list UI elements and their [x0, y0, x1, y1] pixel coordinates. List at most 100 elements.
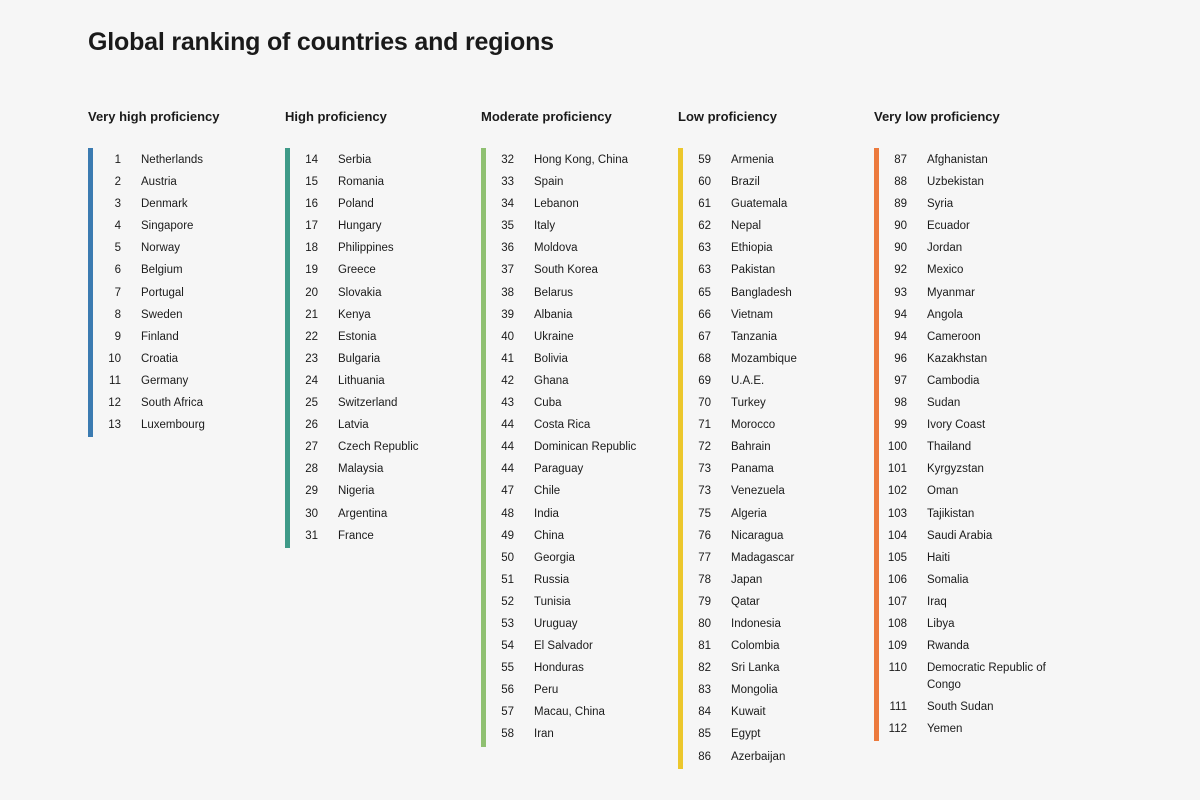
rank-number: 88	[894, 176, 907, 189]
column-heading: Moderate proficiency	[481, 109, 612, 124]
rank-number: 24	[305, 374, 318, 387]
country-name: Luxembourg	[141, 419, 205, 432]
rank-number: 87	[894, 154, 907, 166]
color-bar	[874, 148, 879, 741]
rank-number: 37	[501, 264, 514, 277]
country-name: France	[338, 529, 374, 542]
ranking-list: 1 Netherlands 2 Austria 3 Denmark 4 Singapore 5 N…	[88, 149, 261, 436]
list-item: 4 Singapore	[88, 215, 261, 237]
list-item: 71 Morocco	[678, 414, 851, 436]
list-item: 55 Honduras	[481, 657, 654, 679]
rank-number: 106	[887, 573, 907, 586]
country-name: Jordan	[927, 242, 963, 255]
country-name: Kazakhstan	[927, 352, 988, 365]
list-item: 85 Egypt	[678, 723, 851, 745]
list-item: 109 Rwanda	[874, 635, 1047, 657]
rank-number: 60	[698, 176, 711, 189]
rank-number: 44	[501, 441, 514, 454]
list-item: 19 Greece	[285, 259, 458, 281]
rank-number: 85	[698, 728, 711, 741]
country-name: Greece	[338, 264, 376, 277]
list-item: 103 Tajikistan	[874, 503, 1047, 525]
list-item: 59 Armenia	[678, 149, 851, 171]
country-name: Bolivia	[534, 352, 568, 365]
rank-number: 20	[305, 286, 318, 299]
list-item: 17 Hungary	[285, 215, 458, 237]
rank-number: 6	[114, 264, 121, 277]
list-item: 25 Switzerland	[285, 392, 458, 414]
rank-number: 35	[501, 220, 514, 233]
country-name: Sri Lanka	[731, 662, 780, 675]
rank-number: 17	[305, 220, 318, 233]
rank-number: 56	[501, 684, 514, 697]
country-name: Myanmar	[927, 286, 975, 299]
rank-number: 41	[501, 352, 514, 365]
list-item: 76 Nicaragua	[678, 525, 851, 547]
ranking-list: 14 Serbia 15 Romania 16 Poland 17 Hungary 18 Phil…	[285, 149, 458, 547]
country-name: Chile	[534, 485, 561, 498]
rank-number: 63	[698, 264, 711, 277]
country-name: Afghanistan	[927, 154, 988, 166]
country-name: Belarus	[534, 286, 573, 299]
rank-number: 101	[887, 463, 907, 476]
list-item: 93 Myanmar	[874, 282, 1047, 304]
rank-number: 39	[501, 308, 514, 321]
country-name: Armenia	[731, 154, 774, 166]
list-item: 31 France	[285, 525, 458, 547]
list-item: 90 Ecuador	[874, 215, 1047, 237]
rank-number: 80	[698, 617, 711, 630]
list-item: 72 Bahrain	[678, 436, 851, 458]
country-name: Georgia	[534, 551, 575, 564]
country-name: Cuba	[534, 397, 562, 410]
rank-number: 16	[305, 198, 318, 211]
color-bar	[678, 148, 683, 769]
rank-number: 63	[698, 242, 711, 255]
list-item: 44 Costa Rica	[481, 414, 654, 436]
country-name: Angola	[927, 308, 963, 321]
rank-number: 78	[698, 573, 711, 586]
list-item: 61 Guatemala	[678, 193, 851, 215]
rank-number: 81	[698, 640, 711, 653]
list-item: 106 Somalia	[874, 569, 1047, 591]
rank-number: 55	[501, 662, 514, 675]
country-name: Haiti	[927, 551, 951, 564]
country-name: Mongolia	[731, 684, 778, 697]
country-name: Rwanda	[927, 640, 970, 653]
rank-number: 97	[894, 374, 907, 387]
country-name: Dominican Republic	[534, 441, 637, 454]
rank-number: 70	[698, 397, 711, 410]
list-item: 107 Iraq	[874, 591, 1047, 613]
rank-number: 105	[887, 551, 907, 564]
list-item: 90 Jordan	[874, 237, 1047, 259]
rank-number: 42	[501, 374, 514, 387]
list-item: 50 Georgia	[481, 547, 654, 569]
country-name: Madagascar	[731, 551, 795, 564]
list-item: 66 Vietnam	[678, 304, 851, 326]
country-name: Lebanon	[534, 198, 579, 211]
list-item: 94 Angola	[874, 304, 1047, 326]
rank-number: 25	[305, 397, 318, 410]
list-item: 10 Croatia	[88, 348, 261, 370]
country-name: Tunisia	[534, 595, 571, 608]
list-item: 69 U.A.E.	[678, 370, 851, 392]
rank-number: 33	[501, 176, 514, 189]
rank-number: 73	[698, 485, 711, 498]
rank-number: 90	[894, 220, 907, 233]
rank-number: 10	[108, 352, 121, 365]
list-item: 56 Peru	[481, 679, 654, 701]
list-item: 60 Brazil	[678, 171, 851, 193]
country-name: Nicaragua	[731, 529, 784, 542]
list-item: 86 Azerbaijan	[678, 746, 851, 768]
rank-number: 111	[889, 701, 907, 714]
rank-number: 66	[698, 308, 711, 321]
country-name: Ukraine	[534, 330, 574, 343]
country-name: Netherlands	[141, 154, 204, 166]
rank-number: 109	[887, 640, 907, 653]
rank-number: 68	[698, 352, 711, 365]
list-item: 83 Mongolia	[678, 679, 851, 701]
list-item: 111 South Sudan	[874, 696, 1047, 718]
list-item: 51 Russia	[481, 569, 654, 591]
rank-number: 8	[114, 308, 121, 321]
country-name: South Korea	[534, 264, 598, 277]
list-item: 79 Qatar	[678, 591, 851, 613]
